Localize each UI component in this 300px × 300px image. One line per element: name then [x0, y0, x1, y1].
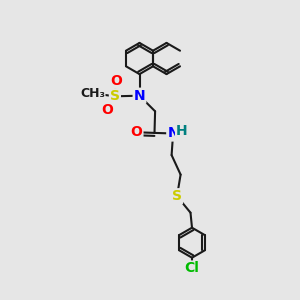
Text: Cl: Cl: [184, 262, 200, 275]
Text: S: S: [172, 189, 182, 203]
Text: N: N: [134, 89, 145, 103]
Text: CH₃: CH₃: [80, 87, 105, 100]
Text: H: H: [176, 124, 187, 138]
Text: N: N: [167, 127, 179, 140]
Text: O: O: [101, 103, 113, 117]
Text: O: O: [130, 125, 142, 139]
Text: O: O: [110, 74, 122, 88]
Text: S: S: [110, 89, 120, 103]
